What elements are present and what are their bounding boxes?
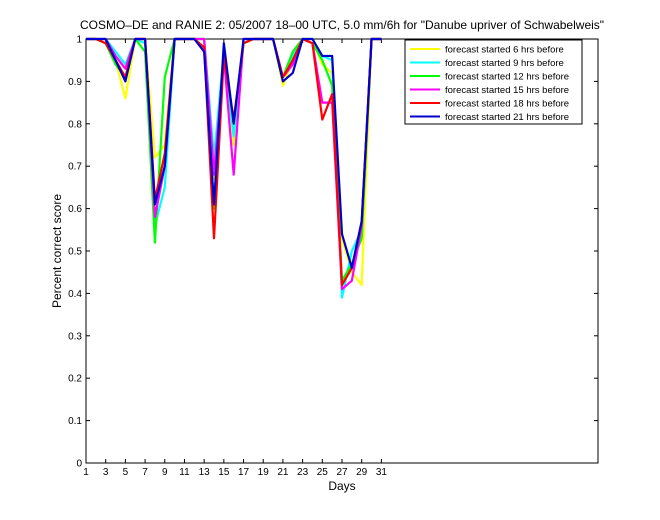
y-tick-label: 0.2 bbox=[68, 374, 82, 385]
x-tick-label: 31 bbox=[376, 467, 388, 478]
legend-entry-4: forecast started 15 hrs before bbox=[445, 85, 569, 96]
legend-entry-2: forecast started 9 hrs before bbox=[445, 58, 564, 69]
legend-entry-5: forecast started 18 hrs before bbox=[445, 98, 569, 109]
x-tick-label: 5 bbox=[123, 467, 129, 478]
y-tick-label: 0.8 bbox=[68, 119, 82, 130]
y-tick-label: 0.5 bbox=[68, 247, 82, 258]
legend: forecast started 6 hrs before forecast st… bbox=[404, 39, 583, 125]
legend-entry-3: forecast started 12 hrs before bbox=[445, 71, 569, 82]
x-tick-label: 11 bbox=[179, 467, 190, 478]
x-tick-label: 25 bbox=[317, 467, 329, 478]
x-tick-label: 1 bbox=[83, 467, 89, 478]
x-tick-label: 27 bbox=[336, 467, 348, 478]
chart-title: COSMO–DE and RANIE 2: 05/2007 18–00 UTC,… bbox=[80, 18, 604, 32]
x-tick-label: 21 bbox=[277, 467, 289, 478]
x-tick-label: 7 bbox=[142, 467, 148, 478]
y-tick-label: 1 bbox=[76, 35, 82, 46]
y-tick-label: 0.4 bbox=[68, 289, 82, 300]
axis-ticks: 1 3 5 7 9 11 13 15 17 19 21 23 25 27 29 3100.10.20.30.4… bbox=[68, 35, 598, 478]
x-tick-label: 23 bbox=[297, 467, 309, 478]
series-lines bbox=[86, 37, 382, 299]
y-tick-label: 0.1 bbox=[68, 416, 82, 427]
x-tick-label: 3 bbox=[103, 467, 109, 478]
y-tick-label: 0 bbox=[76, 459, 82, 470]
y-tick-label: 0.3 bbox=[68, 331, 82, 342]
y-axis-label: Percent correct score bbox=[50, 194, 64, 308]
legend-box bbox=[404, 39, 583, 125]
x-tick-label: 17 bbox=[238, 467, 250, 478]
x-axis-label: Days bbox=[328, 479, 355, 493]
y-tick-label: 0.9 bbox=[68, 77, 82, 88]
series-line-6 bbox=[86, 37, 382, 270]
x-tick-label: 15 bbox=[218, 467, 230, 478]
y-tick-label: 0.7 bbox=[68, 162, 82, 173]
y-tick-label: 0.6 bbox=[68, 204, 82, 215]
x-tick-label: 9 bbox=[162, 467, 168, 478]
legend-entry-6: forecast started 21 hrs before bbox=[445, 112, 569, 123]
x-tick-label: 19 bbox=[258, 467, 270, 478]
legend-entry-1: forecast started 6 hrs before bbox=[445, 44, 564, 55]
x-tick-label: 13 bbox=[199, 467, 211, 478]
x-tick-label: 29 bbox=[356, 467, 368, 478]
